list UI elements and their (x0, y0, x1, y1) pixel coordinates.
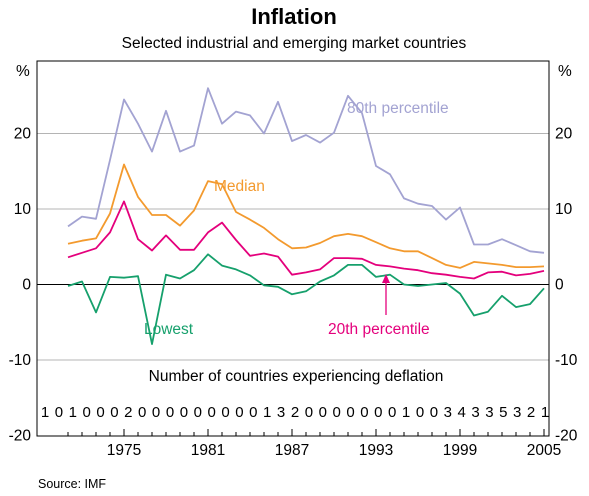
y-tick-label-left: -10 (9, 352, 32, 369)
deflation-count: 0 (388, 404, 396, 421)
deflation-count: 0 (166, 404, 174, 421)
y-unit-right: % (558, 63, 572, 80)
deflation-count: 0 (235, 404, 243, 421)
deflation-count: 0 (249, 404, 257, 421)
chart-subtitle: Selected industrial and emerging market … (122, 35, 467, 52)
y-tick-label-right: 20 (555, 126, 573, 143)
x-tick-label: 1981 (191, 442, 225, 459)
deflation-count: 0 (152, 404, 160, 421)
deflation-count: 2 (124, 404, 132, 421)
deflation-count: 0 (221, 404, 229, 421)
source-note: Source: IMF (38, 477, 106, 491)
chart-title: Inflation (251, 4, 337, 29)
deflation-count: 0 (305, 404, 313, 421)
deflation-count: 2 (291, 404, 299, 421)
deflation-count: 5 (499, 404, 507, 421)
deflation-count: 0 (430, 404, 438, 421)
series-lines (67, 87, 545, 346)
deflation-count: 0 (83, 404, 91, 421)
deflation-count: 4 (458, 404, 466, 421)
deflation-count: 0 (416, 404, 424, 421)
deflation-count: 1 (69, 404, 77, 421)
deflation-count: 0 (374, 404, 382, 421)
x-tick-label: 1987 (275, 442, 309, 459)
y-tick-label-right: 10 (555, 201, 573, 218)
series-label-median: Median (214, 178, 265, 195)
annotation-arrowhead (382, 274, 390, 283)
deflation-count: 0 (333, 404, 341, 421)
deflation-count: 3 (513, 404, 521, 421)
x-tick-label: 1999 (443, 442, 477, 459)
series-label-lowest: Lowest (144, 321, 194, 338)
y-unit-left: % (16, 63, 30, 80)
deflation-count: 0 (194, 404, 202, 421)
y-tick-label-left: -20 (9, 428, 32, 445)
deflation-count: 0 (180, 404, 188, 421)
x-tick-label: 1975 (107, 442, 141, 459)
y-tick-label-left: 10 (14, 201, 32, 218)
deflation-count: 2 (527, 404, 535, 421)
deflation-count: 3 (485, 404, 493, 421)
deflation-count: 3 (444, 404, 452, 421)
deflation-count: 0 (346, 404, 354, 421)
deflation-count: 0 (55, 404, 63, 421)
deflation-heading: Number of countries experiencing deflati… (149, 368, 444, 385)
gridlines (37, 133, 549, 361)
series-line-median (67, 163, 545, 269)
series-label-80th-percentile: 80th percentile (347, 100, 449, 117)
plot-frame (36, 60, 550, 437)
x-tick-label: 1993 (359, 442, 393, 459)
deflation-count: 0 (96, 404, 104, 421)
deflation-count: 0 (319, 404, 327, 421)
y-tick-label-right: 0 (555, 277, 564, 294)
deflation-count: 0 (110, 404, 118, 421)
series-label-20th-percentile: 20th percentile (328, 321, 430, 338)
y-tick-label-right: -10 (555, 352, 578, 369)
deflation-count: 3 (471, 404, 479, 421)
deflation-count: 0 (138, 404, 146, 421)
deflation-count: 1 (402, 404, 410, 421)
deflation-count: 1 (263, 404, 271, 421)
deflation-count: 0 (360, 404, 368, 421)
y-tick-label-right: -20 (555, 428, 578, 445)
deflation-count: 1 (541, 404, 549, 421)
deflation-count: 3 (277, 404, 285, 421)
series-line-20th-percentile (67, 200, 545, 280)
y-tick-label-left: 0 (22, 277, 31, 294)
y-tick-label-left: 20 (14, 126, 32, 143)
series-line-80th-percentile (67, 87, 545, 254)
series-line-lowest (67, 253, 545, 346)
deflation-count: 1 (41, 404, 49, 421)
deflation-count: 0 (208, 404, 216, 421)
x-tick-label: 2005 (527, 442, 561, 459)
